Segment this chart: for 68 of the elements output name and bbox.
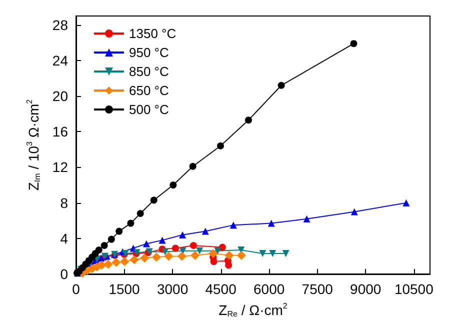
x-tick-label: 6000 [254,281,285,297]
point [350,40,358,48]
point [177,252,186,261]
point [95,246,102,254]
y-tick-label: 4 [60,230,68,246]
point [225,262,232,269]
point [142,240,150,248]
point [245,116,252,124]
x-tick-label: 7500 [302,281,334,297]
point [112,258,121,267]
x-tick-label: 0 [72,281,80,297]
point [282,250,290,258]
point [116,228,123,235]
y-tick-label: 28 [52,16,68,33]
legend-label: 850 °C [129,64,169,79]
y-tick-label: 20 [52,88,68,104]
point [350,208,358,216]
point [208,249,218,258]
point [196,247,204,254]
point [303,215,310,222]
point [230,222,237,229]
point [136,210,144,217]
point [268,220,275,227]
point [170,182,177,189]
x-tick-label: 3000 [156,281,188,297]
x-tick-label: 1500 [108,281,140,297]
legend-label: 500 °C [129,102,169,117]
legend-label: 1350 °C [129,26,176,41]
point [158,236,166,244]
point [172,244,179,252]
point [98,254,105,262]
legend-label: 950 °C [129,45,169,60]
x-tick-label: 9000 [350,281,382,297]
y-tick-label: 12 [52,159,68,176]
point [259,250,266,258]
point [189,162,196,170]
point [202,228,209,235]
point [210,258,218,266]
point [278,82,285,89]
point [130,255,139,264]
point [214,247,222,254]
point [162,248,169,256]
point [104,260,113,269]
point [224,250,234,260]
x-tick-label: 4500 [205,281,237,297]
point [140,253,150,262]
point [120,257,130,266]
y-tick-label: 24 [52,52,68,68]
point [100,242,108,250]
y-tick-label: 8 [60,194,68,211]
point [108,236,115,243]
point [402,199,410,206]
point [218,244,226,251]
point [127,220,134,227]
y-axis-title: ZIm / 103 Ω·cm2 [25,98,42,191]
point [217,142,224,150]
x-tick-label: 10500 [394,281,434,297]
legend-label: 650 °C [129,83,169,98]
point [236,250,246,260]
point [152,252,161,262]
point [150,196,158,204]
point [179,231,186,238]
point [164,252,174,261]
point [190,250,200,260]
y-tick-label: 0 [60,266,68,282]
point [190,242,197,250]
point [269,250,276,258]
y-tick-label: 16 [52,124,68,140]
